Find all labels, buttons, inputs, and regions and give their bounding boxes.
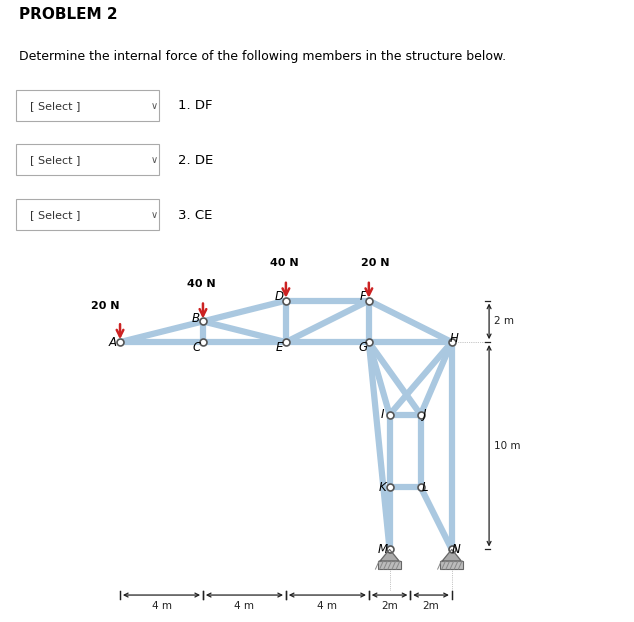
Text: 20 N: 20 N: [361, 259, 389, 269]
Text: L: L: [422, 481, 428, 494]
Text: 2m: 2m: [381, 601, 398, 611]
Text: 2m: 2m: [423, 601, 439, 611]
Text: N: N: [451, 543, 460, 556]
FancyBboxPatch shape: [16, 144, 158, 175]
Text: 2. DE: 2. DE: [178, 154, 213, 167]
Text: ∨: ∨: [151, 210, 158, 220]
Text: H: H: [450, 332, 458, 345]
Bar: [441, 561, 463, 569]
Text: J: J: [423, 408, 427, 421]
FancyBboxPatch shape: [16, 90, 158, 121]
Text: 3. CE: 3. CE: [178, 209, 212, 221]
Text: 4 m: 4 m: [318, 601, 337, 611]
Text: 4 m: 4 m: [152, 601, 172, 611]
Text: D: D: [275, 290, 284, 302]
Text: B: B: [191, 312, 200, 325]
Text: 40 N: 40 N: [269, 259, 298, 269]
Text: K: K: [378, 481, 386, 494]
Text: [ Select ]: [ Select ]: [30, 101, 81, 111]
Polygon shape: [380, 549, 399, 561]
Text: E: E: [276, 341, 283, 354]
Text: G: G: [358, 341, 367, 355]
Text: 2 m: 2 m: [495, 317, 514, 327]
Text: F: F: [359, 290, 366, 302]
Text: [ Select ]: [ Select ]: [30, 156, 81, 165]
Text: 4 m: 4 m: [235, 601, 254, 611]
Text: M: M: [377, 543, 387, 556]
Text: ∨: ∨: [151, 101, 158, 111]
Text: 40 N: 40 N: [186, 279, 215, 289]
Text: I: I: [380, 408, 384, 421]
Text: 10 m: 10 m: [495, 441, 521, 451]
Text: A: A: [109, 336, 117, 348]
Text: 1. DF: 1. DF: [178, 100, 212, 112]
FancyBboxPatch shape: [16, 199, 158, 230]
Text: Determine the internal force of the following members in the structure below.: Determine the internal force of the foll…: [19, 50, 506, 63]
Bar: [378, 561, 401, 569]
Text: C: C: [193, 341, 201, 354]
Polygon shape: [443, 549, 461, 561]
Text: PROBLEM 2: PROBLEM 2: [19, 7, 118, 22]
Text: 20 N: 20 N: [91, 301, 120, 311]
Text: ∨: ∨: [151, 156, 158, 165]
Text: [ Select ]: [ Select ]: [30, 210, 81, 220]
